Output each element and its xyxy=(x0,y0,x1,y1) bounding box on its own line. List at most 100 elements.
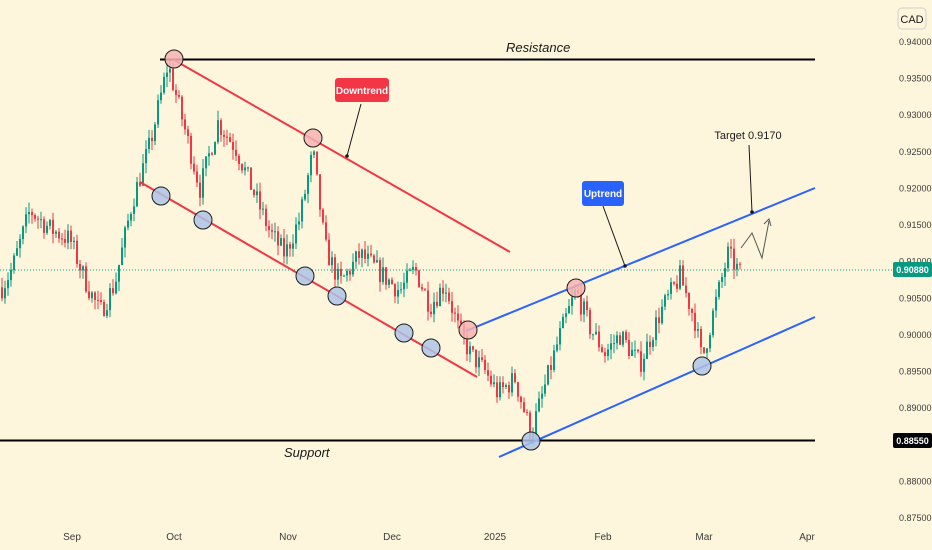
candle-body xyxy=(589,310,591,335)
candle-body xyxy=(13,255,15,270)
candle-body xyxy=(145,149,147,164)
candle-body xyxy=(355,251,357,262)
candle-body xyxy=(673,282,675,284)
candle-body xyxy=(571,297,573,306)
candle-body xyxy=(466,335,468,355)
candle-body xyxy=(700,329,702,348)
candle-body xyxy=(31,212,33,216)
candle-body xyxy=(730,246,732,249)
candle-body xyxy=(241,164,243,171)
candle-body xyxy=(679,265,681,289)
candle-body xyxy=(232,141,234,150)
y-tick-label: 0.90500 xyxy=(899,293,932,303)
candle-body xyxy=(217,120,219,143)
candle-body xyxy=(199,182,201,198)
y-tick-label: 0.87500 xyxy=(899,513,932,523)
downtrend-pointer xyxy=(346,103,362,157)
candle-body xyxy=(301,199,303,222)
candle-body xyxy=(664,295,666,307)
touch-point xyxy=(521,431,541,451)
candle-body xyxy=(544,384,546,394)
candle-body xyxy=(196,171,198,183)
candle-body xyxy=(214,142,216,155)
candle-body xyxy=(88,291,90,299)
touch-point xyxy=(421,338,441,358)
candle-body xyxy=(739,263,741,265)
candle-body xyxy=(640,351,642,372)
candle-body xyxy=(202,168,204,198)
candle-body xyxy=(313,151,315,155)
candle-body xyxy=(316,151,318,175)
candle-body xyxy=(307,175,309,194)
y-tick-label: 0.90000 xyxy=(899,330,932,340)
candle-body xyxy=(454,312,456,314)
candle-body xyxy=(658,317,660,324)
candle-body xyxy=(400,289,402,291)
candle-body xyxy=(616,335,618,344)
candle-body xyxy=(166,72,168,77)
candle-body xyxy=(535,411,537,434)
candle-body xyxy=(619,335,621,345)
uptrend-pointer xyxy=(602,205,626,267)
candle-body xyxy=(25,214,27,227)
candle-body xyxy=(436,301,438,307)
candle-body xyxy=(85,266,87,292)
candle-body xyxy=(403,282,405,290)
candle-body xyxy=(262,208,264,210)
candle-body xyxy=(151,137,153,142)
candle-body xyxy=(718,281,720,297)
candle-body xyxy=(478,357,480,368)
candle-body xyxy=(238,155,240,164)
x-axis-ticks: Sep Oct Nov Dec 2025 Feb Mar Apr xyxy=(63,532,815,543)
candle-body xyxy=(610,343,612,350)
candle-body xyxy=(184,119,186,130)
y-tick-label: 0.89000 xyxy=(899,403,932,413)
candle-body xyxy=(637,349,639,352)
candle-body xyxy=(433,301,435,315)
touch-point xyxy=(692,356,712,376)
candle-body xyxy=(586,301,588,311)
candle-body xyxy=(697,329,699,331)
uptrend-lower-line xyxy=(498,316,816,458)
candle-body xyxy=(496,382,498,398)
candle-body xyxy=(220,120,222,135)
candle-body xyxy=(631,349,633,356)
candle-body xyxy=(595,331,597,335)
candle-body xyxy=(235,149,237,156)
candle-body xyxy=(352,261,354,275)
candle-body xyxy=(346,270,348,276)
candle-body xyxy=(205,156,207,169)
candle-body xyxy=(553,350,555,370)
candle-body xyxy=(373,255,375,263)
candle-body xyxy=(706,348,708,353)
candle-body xyxy=(28,212,30,215)
candle-body xyxy=(268,226,270,231)
candle-body xyxy=(64,239,66,243)
candle-body xyxy=(715,296,717,311)
candle-body xyxy=(187,129,189,136)
candle-body xyxy=(106,310,108,316)
candle-body xyxy=(181,96,183,120)
candle-body xyxy=(676,283,678,289)
candle-body xyxy=(370,253,372,256)
candle-body xyxy=(76,240,78,264)
candle-body xyxy=(325,222,327,240)
candle-body xyxy=(49,219,51,226)
candle-body xyxy=(493,382,495,385)
candle-body xyxy=(712,310,714,336)
candle-body xyxy=(592,334,594,336)
candle-body xyxy=(247,167,249,169)
support-price-tag-text: 0.88550 xyxy=(896,436,929,446)
candle-body xyxy=(73,240,75,242)
candle-body xyxy=(55,231,57,234)
downtrend-badge xyxy=(335,78,389,102)
candle-body xyxy=(499,382,501,398)
candle-body xyxy=(244,167,246,171)
candle-body xyxy=(526,411,528,413)
candle-body xyxy=(118,264,120,282)
candle-body xyxy=(652,339,654,347)
currency-badge[interactable] xyxy=(897,7,927,30)
candle-body xyxy=(382,267,384,282)
